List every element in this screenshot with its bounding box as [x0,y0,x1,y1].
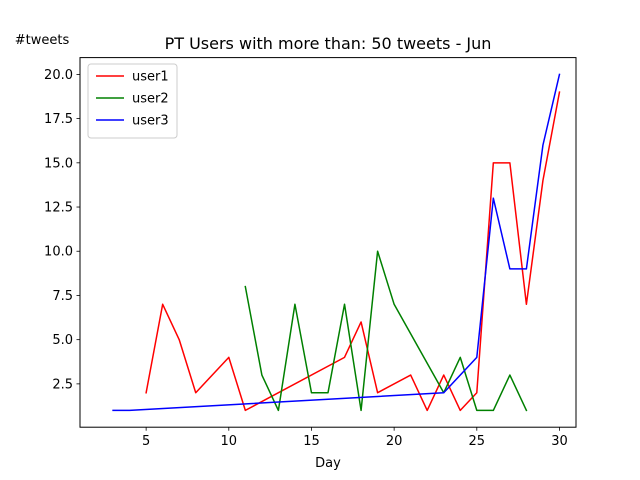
x-axis-label: Day [315,456,341,471]
plot-area [112,73,561,412]
y-tick-label: 17.5 [44,112,73,127]
y-tick-label: 15.0 [44,156,73,171]
x-tick-label: 30 [551,434,568,449]
series-line-user1 [145,91,561,412]
series-line-user3 [112,73,561,412]
plot-frame [79,57,577,428]
x-tick-label: 5 [142,434,150,449]
y-tick-label: 20.0 [44,68,73,83]
y-tick-label: 5.0 [52,333,73,348]
y-tick-label: 12.5 [44,201,73,216]
legend: user1 user2 user3 [87,63,178,139]
x-tick-label: 15 [303,434,320,449]
legend-label-user2: user2 [132,92,169,107]
chart-title: PT Users with more than: 50 tweets - Jun [165,34,492,53]
y-tick-label: 10.0 [44,245,73,260]
y-tick-label: 2.5 [52,377,73,392]
x-tick-label: 20 [386,434,403,449]
x-tick-label: 25 [469,434,486,449]
series-line-user2 [244,250,528,412]
legend-label-user1: user1 [132,70,169,85]
y-tick-label: 7.5 [52,289,73,304]
x-tick-label: 10 [221,434,238,449]
x-axis: 5 10 15 20 25 30 [142,427,568,449]
y-axis-label: #tweets [15,33,70,48]
y-axis: 2.5 5.0 7.5 10.0 12.5 15.0 17.5 20.0 [44,68,80,392]
legend-label-user3: user3 [132,114,169,129]
